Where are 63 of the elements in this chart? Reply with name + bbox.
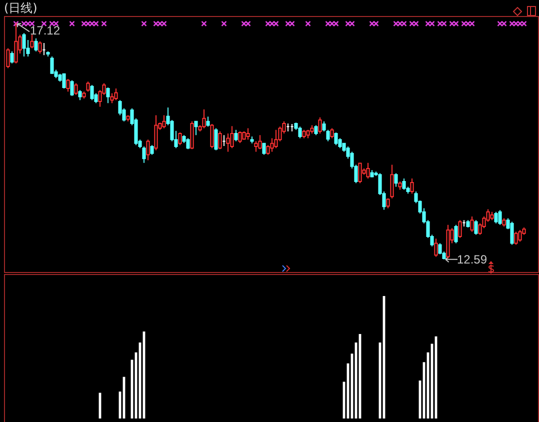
candlestick xyxy=(226,132,230,152)
candlestick xyxy=(214,128,218,151)
candlestick xyxy=(62,72,66,90)
candlestick xyxy=(458,220,462,238)
candlestick xyxy=(402,178,406,190)
candlestick xyxy=(474,220,478,236)
candlestick xyxy=(514,231,518,246)
candlestick xyxy=(258,134,262,150)
candlestick xyxy=(14,22,18,64)
candlestick xyxy=(510,221,514,246)
candlestick xyxy=(194,120,198,136)
candlestick xyxy=(186,138,190,150)
candlestick xyxy=(202,108,206,129)
candlestick xyxy=(254,140,258,152)
candlestick xyxy=(498,210,502,226)
candlestick xyxy=(410,178,414,194)
candlestick xyxy=(358,162,362,184)
candlestick xyxy=(238,130,242,144)
candlestick xyxy=(38,40,42,54)
candlestick xyxy=(330,128,334,139)
candlestick xyxy=(234,129,238,142)
candlestick xyxy=(390,164,394,199)
candlestick xyxy=(106,87,110,104)
candlestick xyxy=(314,124,318,136)
candlestick xyxy=(110,92,114,104)
candlestick xyxy=(22,32,26,58)
candlestick xyxy=(318,116,322,134)
candlestick xyxy=(210,124,214,149)
candlestick xyxy=(146,139,150,161)
candlestick xyxy=(162,114,166,129)
candlestick xyxy=(334,132,338,146)
candlestick xyxy=(10,50,14,64)
candlestick xyxy=(274,129,278,149)
candlestick xyxy=(494,211,498,224)
candlestick xyxy=(218,130,222,150)
candlestick xyxy=(34,38,38,52)
candlestick xyxy=(154,114,158,151)
candlestick xyxy=(470,216,474,232)
candlestick xyxy=(70,80,74,96)
candlestick xyxy=(298,126,302,139)
annotation: 12.59 xyxy=(457,252,488,266)
candlestick xyxy=(394,172,398,188)
candlestick xyxy=(454,224,458,244)
candlestick xyxy=(86,81,90,92)
candlestick xyxy=(50,56,54,74)
candlestick xyxy=(74,82,78,96)
candlestick xyxy=(518,230,522,242)
candlestick xyxy=(434,238,438,258)
candlestick xyxy=(366,162,370,179)
candlestick xyxy=(6,48,10,69)
candlestick xyxy=(66,78,70,92)
chart-title: (日线) xyxy=(4,1,38,15)
candlestick xyxy=(30,34,34,49)
candlestick xyxy=(78,90,82,101)
candlestick xyxy=(230,126,234,149)
candlestick xyxy=(178,132,182,146)
candlestick xyxy=(246,128,250,140)
candlestick xyxy=(386,198,390,209)
candlestick xyxy=(150,144,154,156)
candlestick xyxy=(114,88,118,101)
annotation: 17.12 xyxy=(30,24,60,38)
candlestick xyxy=(206,116,210,128)
candlestick xyxy=(90,84,94,101)
